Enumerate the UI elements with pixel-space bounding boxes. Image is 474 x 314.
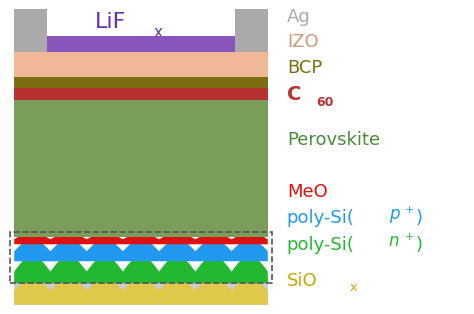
Bar [235,9,268,36]
Text: LiF: LiF [95,12,126,32]
Text: ): ) [416,209,423,227]
Text: +: + [404,232,414,242]
Text: 60: 60 [316,95,334,109]
Bar [14,36,47,52]
Text: C: C [287,85,301,104]
Text: poly-Si(: poly-Si( [287,209,355,227]
Bar [47,36,235,52]
Text: n: n [389,232,399,250]
Text: poly-Si(: poly-Si( [287,236,355,254]
Text: IZO: IZO [287,33,319,51]
Bar [14,278,268,305]
Text: +: + [404,205,414,215]
Polygon shape [14,279,268,305]
Text: ): ) [416,236,423,254]
Text: Perovskite: Perovskite [287,131,380,149]
Bar [14,52,268,77]
Polygon shape [14,239,268,261]
Text: SiO: SiO [287,272,318,290]
Text: x: x [154,25,163,41]
Text: MeO: MeO [287,182,328,201]
Text: x: x [349,281,357,294]
Bar [14,77,268,88]
Bar [14,88,268,100]
Text: p: p [389,205,399,224]
Polygon shape [14,233,268,244]
Bar [14,100,268,237]
Text: Ag: Ag [287,8,310,26]
Text: BCP: BCP [287,58,322,77]
Bar [14,9,47,36]
Bar [235,36,268,52]
Bar [10,232,272,283]
Polygon shape [14,256,268,283]
